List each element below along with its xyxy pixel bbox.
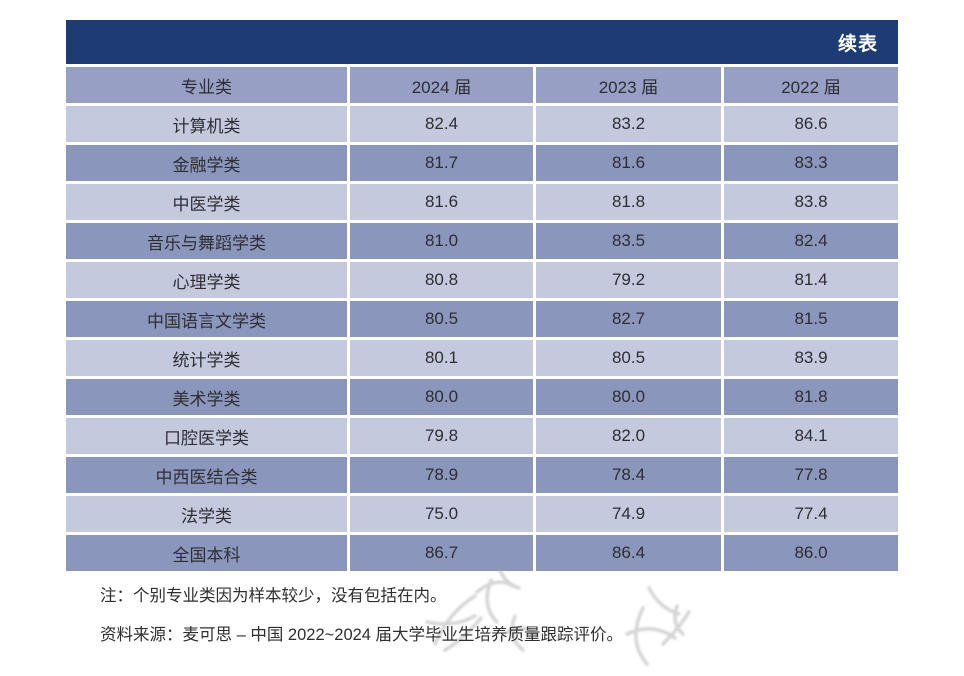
value-cell-2022: 81.5 — [724, 301, 898, 337]
table-row: 金融学类 81.7 81.6 83.3 — [66, 145, 898, 181]
value-cell-2023: 82.7 — [536, 301, 721, 337]
category-cell: 口腔医学类 — [66, 418, 347, 454]
table-row: 计算机类 82.4 83.2 86.6 — [66, 106, 898, 142]
table-row: 中医学类 81.6 81.8 83.8 — [66, 184, 898, 220]
category-cell: 中西医结合类 — [66, 457, 347, 493]
category-cell: 统计学类 — [66, 340, 347, 376]
value-cell-2023: 86.4 — [536, 535, 721, 571]
category-cell: 中医学类 — [66, 184, 347, 220]
category-cell: 金融学类 — [66, 145, 347, 181]
category-cell: 美术学类 — [66, 379, 347, 415]
value-cell-2024: 81.6 — [350, 184, 533, 220]
category-cell: 音乐与舞蹈学类 — [66, 223, 347, 259]
value-cell-2022: 84.1 — [724, 418, 898, 454]
table-row: 心理学类 80.8 79.2 81.4 — [66, 262, 898, 298]
value-cell-2024: 80.0 — [350, 379, 533, 415]
table-row: 中国语言文学类 80.5 82.7 81.5 — [66, 301, 898, 337]
value-cell-2023: 82.0 — [536, 418, 721, 454]
value-cell-2024: 82.4 — [350, 106, 533, 142]
value-cell-2024: 81.0 — [350, 223, 533, 259]
table-row: 音乐与舞蹈学类 81.0 83.5 82.4 — [66, 223, 898, 259]
value-cell-2023: 78.4 — [536, 457, 721, 493]
value-cell-2023: 80.5 — [536, 340, 721, 376]
table-row: 中西医结合类 78.9 78.4 77.8 — [66, 457, 898, 493]
value-cell-2024: 86.7 — [350, 535, 533, 571]
table-row: 全国本科 86.7 86.4 86.0 — [66, 535, 898, 571]
value-cell-2024: 79.8 — [350, 418, 533, 454]
category-cell: 心理学类 — [66, 262, 347, 298]
value-cell-2023: 74.9 — [536, 496, 721, 532]
table-row: 法学类 75.0 74.9 77.4 — [66, 496, 898, 532]
continued-table-label: 续表 — [837, 33, 878, 55]
table-source: 资料来源：麦可思 – 中国 2022~2024 届大学毕业生培养质量跟踪评价。 — [100, 626, 624, 644]
value-cell-2022: 86.0 — [724, 535, 898, 571]
value-cell-2022: 81.8 — [724, 379, 898, 415]
value-cell-2024: 80.8 — [350, 262, 533, 298]
table-row: 美术学类 80.0 80.0 81.8 — [66, 379, 898, 415]
category-cell: 计算机类 — [66, 106, 347, 142]
category-cell: 中国语言文学类 — [66, 301, 347, 337]
table-row: 口腔医学类 79.8 82.0 84.1 — [66, 418, 898, 454]
table-row: 统计学类 80.1 80.5 83.9 — [66, 340, 898, 376]
data-table: 专业类 2024 届 2023 届 2022 届 计算机类 82.4 83.2 … — [66, 67, 898, 571]
value-cell-2024: 80.1 — [350, 340, 533, 376]
value-cell-2022: 83.8 — [724, 184, 898, 220]
table-header-row: 专业类 2024 届 2023 届 2022 届 — [66, 67, 898, 103]
category-cell: 法学类 — [66, 496, 347, 532]
column-header-2024: 2024 届 — [350, 67, 533, 103]
value-cell-2022: 82.4 — [724, 223, 898, 259]
category-cell: 全国本科 — [66, 535, 347, 571]
value-cell-2022: 81.4 — [724, 262, 898, 298]
value-cell-2022: 77.4 — [724, 496, 898, 532]
value-cell-2023: 80.0 — [536, 379, 721, 415]
value-cell-2024: 81.7 — [350, 145, 533, 181]
column-header-2022: 2022 届 — [724, 67, 898, 103]
value-cell-2022: 83.9 — [724, 340, 898, 376]
value-cell-2023: 81.8 — [536, 184, 721, 220]
value-cell-2023: 83.2 — [536, 106, 721, 142]
value-cell-2023: 79.2 — [536, 262, 721, 298]
value-cell-2023: 81.6 — [536, 145, 721, 181]
column-header-2023: 2023 届 — [536, 67, 721, 103]
column-header-category: 专业类 — [66, 67, 347, 103]
table-note: 注：个别专业类因为样本较少，没有包括在内。 — [100, 587, 447, 605]
continued-table-banner: 续表 — [66, 20, 898, 64]
value-cell-2024: 80.5 — [350, 301, 533, 337]
value-cell-2024: 78.9 — [350, 457, 533, 493]
value-cell-2024: 75.0 — [350, 496, 533, 532]
value-cell-2022: 86.6 — [724, 106, 898, 142]
value-cell-2022: 83.3 — [724, 145, 898, 181]
value-cell-2023: 83.5 — [536, 223, 721, 259]
value-cell-2022: 77.8 — [724, 457, 898, 493]
